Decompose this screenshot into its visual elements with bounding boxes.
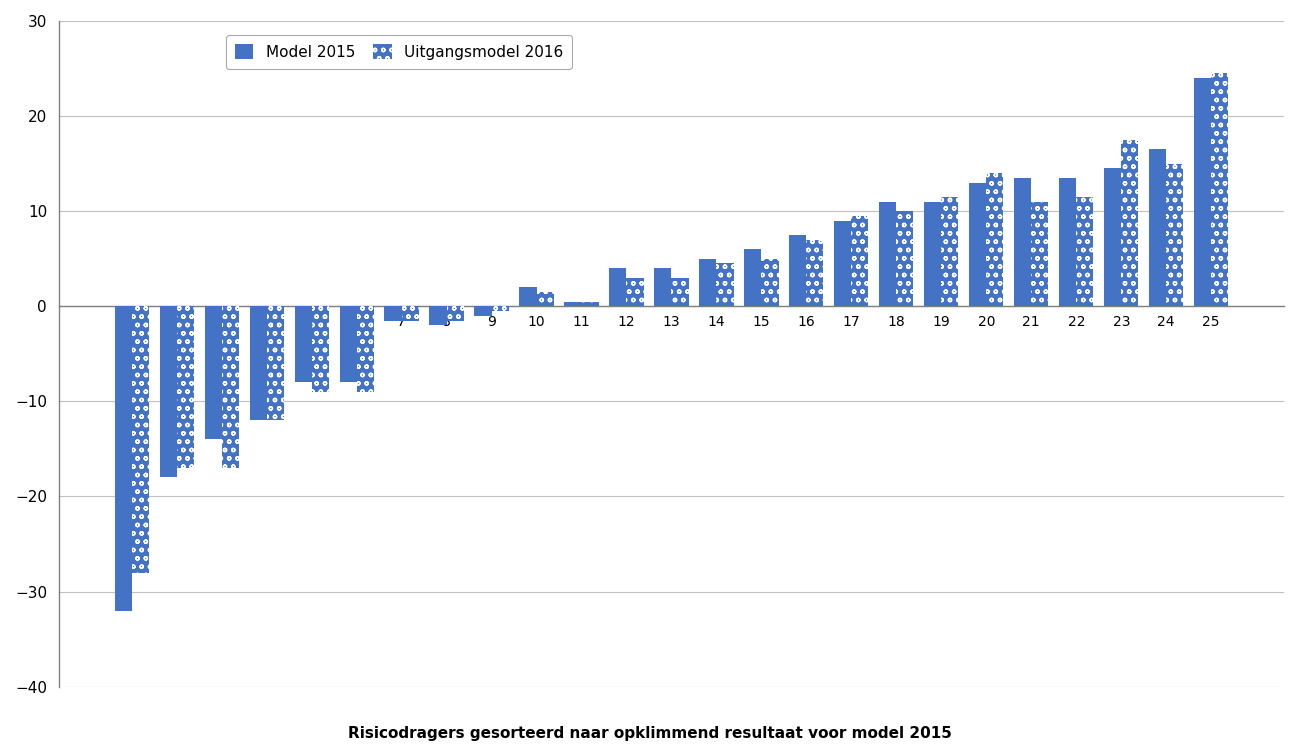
Bar [609, 268, 626, 306]
Bar [1104, 169, 1121, 306]
Bar [1211, 73, 1229, 306]
Bar [160, 306, 177, 478]
Bar [717, 264, 734, 306]
Bar [430, 306, 447, 325]
Bar [925, 202, 942, 306]
Bar [520, 287, 536, 306]
Bar [177, 306, 194, 468]
Bar [295, 306, 312, 383]
Text: Risicodragers gesorteerd naar opklimmend resultaat voor model 2015: Risicodragers gesorteerd naar opklimmend… [348, 726, 951, 741]
Bar [312, 306, 329, 392]
Bar [986, 173, 1003, 306]
Bar [222, 306, 239, 468]
Bar [1059, 178, 1077, 306]
Bar [626, 277, 643, 306]
Bar [790, 235, 807, 306]
Bar [1167, 163, 1183, 306]
Bar [266, 306, 283, 420]
Bar [564, 302, 582, 306]
Bar [339, 306, 357, 383]
Bar [357, 306, 374, 392]
Bar [1031, 202, 1048, 306]
Bar [474, 306, 491, 316]
Bar [1150, 150, 1167, 306]
Bar [896, 211, 913, 306]
Bar [536, 292, 553, 306]
Bar [1015, 178, 1031, 306]
Bar [582, 302, 599, 306]
Bar [879, 202, 896, 306]
Bar [249, 306, 266, 420]
Bar [204, 306, 222, 439]
Bar [114, 306, 131, 611]
Bar [655, 268, 672, 306]
Bar [1194, 78, 1211, 306]
Bar [851, 216, 869, 306]
Bar [834, 221, 851, 306]
Bar [942, 197, 959, 306]
Bar [131, 306, 149, 572]
Bar [807, 240, 824, 306]
Bar [969, 183, 986, 306]
Bar [761, 259, 778, 306]
Bar [1121, 140, 1138, 306]
Bar [699, 259, 717, 306]
Bar [385, 306, 401, 321]
Bar [447, 306, 464, 321]
Bar [744, 249, 761, 306]
Bar [1077, 197, 1094, 306]
Bar [672, 277, 688, 306]
Bar [401, 306, 418, 321]
Legend: Model 2015, Uitgangsmodel 2016: Model 2015, Uitgangsmodel 2016 [226, 36, 573, 69]
Bar [491, 306, 509, 311]
